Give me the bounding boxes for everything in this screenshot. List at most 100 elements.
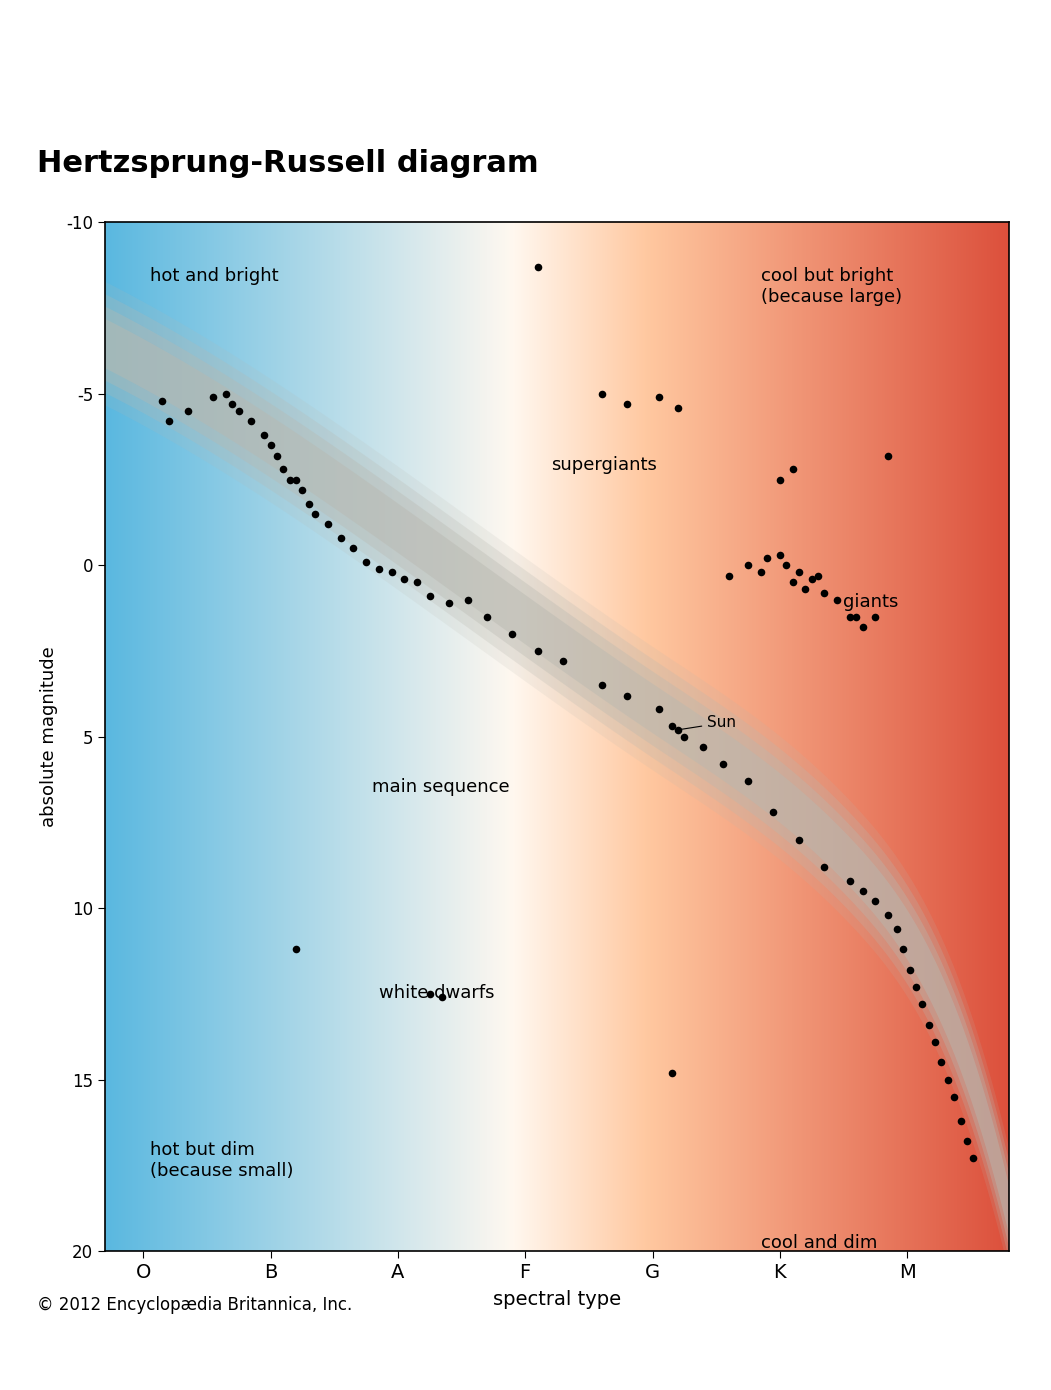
- Point: [902, 959, 919, 981]
- Text: white dwarfs: white dwarfs: [378, 984, 494, 1002]
- Point: [714, 753, 730, 776]
- Point: [154, 389, 171, 411]
- Point: [459, 588, 476, 610]
- Point: [384, 562, 400, 584]
- Point: [842, 870, 859, 892]
- Point: [669, 396, 686, 418]
- Point: [440, 592, 457, 614]
- Text: hot and bright: hot and bright: [149, 267, 279, 285]
- Point: [816, 581, 832, 603]
- Point: [888, 917, 905, 940]
- Polygon shape: [105, 282, 1009, 1272]
- Text: Sun: Sun: [681, 716, 737, 731]
- Point: [965, 1147, 982, 1169]
- Point: [880, 904, 897, 926]
- Polygon shape: [105, 318, 1009, 1234]
- Text: giants: giants: [844, 592, 899, 610]
- Text: Hertzsprung-Russell diagram: Hertzsprung-Russell diagram: [37, 149, 538, 178]
- Point: [908, 976, 925, 998]
- Polygon shape: [105, 307, 1009, 1247]
- Point: [409, 571, 426, 594]
- Point: [180, 400, 197, 423]
- X-axis label: spectral type: spectral type: [493, 1290, 621, 1309]
- Point: [921, 1013, 937, 1036]
- Point: [243, 410, 260, 432]
- Point: [676, 726, 693, 748]
- Point: [269, 445, 286, 467]
- Point: [669, 719, 686, 741]
- Point: [530, 256, 547, 278]
- Point: [301, 492, 317, 514]
- Point: [651, 698, 667, 720]
- Point: [370, 557, 387, 580]
- Point: [230, 400, 247, 423]
- Point: [867, 890, 884, 912]
- Point: [784, 571, 801, 594]
- Point: [880, 445, 897, 467]
- Point: [218, 382, 234, 404]
- Point: [816, 856, 832, 878]
- Point: [262, 434, 279, 456]
- Point: [504, 623, 521, 645]
- Point: [740, 770, 757, 792]
- Point: [940, 1069, 956, 1091]
- Point: [803, 569, 820, 591]
- Point: [282, 468, 298, 491]
- Point: [828, 588, 845, 610]
- Point: [307, 503, 324, 525]
- Text: © 2012 Encyclopædia Britannica, Inc.: © 2012 Encyclopædia Britannica, Inc.: [37, 1295, 352, 1314]
- Text: cool but bright
(because large): cool but bright (because large): [761, 267, 902, 306]
- Point: [842, 606, 859, 628]
- Point: [294, 478, 311, 500]
- Point: [255, 424, 272, 446]
- Text: supergiants: supergiants: [551, 456, 657, 474]
- Point: [854, 616, 871, 638]
- Point: [933, 1051, 950, 1073]
- Point: [288, 938, 305, 960]
- Point: [651, 386, 667, 409]
- Point: [695, 735, 712, 758]
- Point: [721, 564, 738, 587]
- Point: [894, 938, 911, 960]
- Point: [663, 1062, 680, 1084]
- Point: [320, 513, 336, 535]
- Point: [434, 986, 451, 1008]
- Point: [854, 880, 871, 902]
- Point: [790, 562, 807, 584]
- Point: [848, 606, 865, 628]
- Point: [205, 386, 222, 409]
- Point: [867, 606, 884, 628]
- Point: [345, 537, 362, 559]
- Text: cool and dim: cool and dim: [761, 1234, 878, 1252]
- Point: [619, 393, 636, 416]
- Point: [619, 684, 636, 706]
- Text: hot but dim
(because small): hot but dim (because small): [149, 1141, 293, 1180]
- Point: [784, 459, 801, 481]
- Point: [771, 468, 788, 491]
- Point: [593, 382, 610, 404]
- Point: [771, 543, 788, 566]
- Point: [332, 527, 349, 549]
- Point: [759, 548, 776, 570]
- Point: [809, 564, 826, 587]
- Point: [952, 1109, 969, 1131]
- Point: [797, 578, 813, 600]
- Point: [778, 555, 795, 577]
- Point: [790, 828, 807, 851]
- Text: main sequence: main sequence: [372, 778, 510, 796]
- Point: [914, 992, 931, 1015]
- Point: [593, 674, 610, 696]
- Point: [421, 983, 438, 1005]
- Point: [357, 550, 374, 573]
- Point: [555, 651, 572, 673]
- Point: [224, 393, 241, 416]
- Point: [765, 801, 782, 823]
- Point: [740, 555, 757, 577]
- Point: [288, 468, 305, 491]
- Y-axis label: absolute magnitude: absolute magnitude: [40, 646, 58, 827]
- Point: [421, 585, 438, 607]
- Point: [959, 1130, 975, 1152]
- Point: [946, 1086, 963, 1108]
- Point: [396, 569, 413, 591]
- Point: [161, 410, 178, 432]
